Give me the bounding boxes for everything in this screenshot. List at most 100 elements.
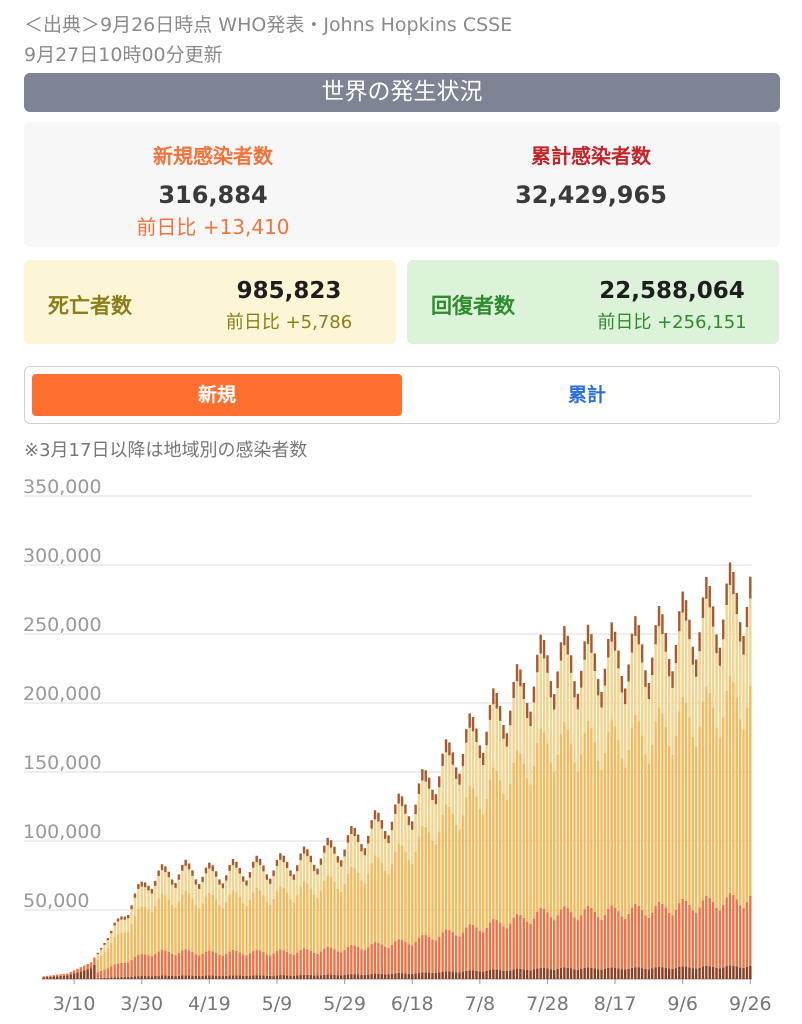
- bar-segment: [563, 626, 566, 646]
- bar-segment: [103, 977, 106, 979]
- bar-segment: [431, 972, 434, 979]
- bar-segment: [164, 895, 167, 951]
- bar-segment: [542, 732, 546, 909]
- bar-segment: [99, 978, 103, 979]
- bar-segment: [302, 974, 306, 979]
- bar-segment: [488, 970, 492, 979]
- bar-segment: [613, 967, 617, 979]
- bar-segment: [302, 853, 306, 882]
- bar-segment: [728, 562, 732, 586]
- bar-segment: [583, 733, 586, 910]
- bar-segment: [732, 894, 735, 966]
- bar-segment: [495, 969, 498, 979]
- bar-segment: [454, 778, 458, 825]
- bar-segment: [93, 957, 96, 965]
- bar-segment: [411, 863, 414, 946]
- bar-segment: [387, 835, 390, 844]
- bar-segment: [285, 951, 289, 976]
- bar-segment: [204, 896, 208, 952]
- tab-new[interactable]: 新規: [32, 374, 402, 416]
- bar-segment: [634, 967, 637, 979]
- bar-segment: [241, 903, 245, 955]
- bar-segment: [434, 794, 438, 805]
- bar-segment: [187, 893, 191, 951]
- bar-segment: [624, 969, 627, 979]
- bar-segment: [536, 672, 539, 743]
- bar-segment: [218, 879, 221, 885]
- bar-segment: [316, 953, 319, 976]
- bar-segment: [667, 968, 671, 979]
- bar-segment: [397, 843, 400, 940]
- bar-segment: [651, 657, 654, 676]
- bar-segment: [586, 905, 590, 968]
- bar-segment: [603, 753, 607, 915]
- bar-segment: [221, 908, 225, 956]
- bar-segment: [492, 918, 495, 970]
- bar-segment: [113, 925, 116, 937]
- bar-segment: [316, 975, 319, 979]
- bar-segment: [238, 952, 241, 976]
- bar-segment: [59, 975, 62, 979]
- bar-segment: [150, 976, 154, 979]
- bar-segment: [454, 935, 458, 973]
- summary-panel: 新規感染者数 316,884 前日比 +13,410 累計感染者数 32,429…: [24, 122, 780, 247]
- bar-segment: [198, 884, 201, 889]
- bar-segment: [269, 904, 272, 956]
- bar-segment: [742, 636, 745, 655]
- bar-segment: [640, 662, 644, 736]
- bar-segment: [394, 973, 397, 979]
- bar-segment: [147, 909, 150, 956]
- x-tick-label: 5/29: [323, 993, 366, 1015]
- bar-segment: [346, 842, 350, 874]
- bar-segment: [732, 965, 735, 979]
- y-tick-label: 350,000: [23, 476, 102, 498]
- bar-segment: [329, 847, 333, 878]
- bar-segment: [123, 977, 127, 979]
- bar-segment: [553, 969, 556, 979]
- bar-segment: [289, 953, 292, 976]
- bar-segment: [498, 970, 502, 979]
- bar-segment: [461, 971, 465, 979]
- y-tick-label: 200,000: [23, 683, 102, 705]
- bar-segment: [695, 659, 698, 677]
- bar-segment: [603, 685, 607, 754]
- bar-segment: [360, 844, 363, 852]
- bar-segment: [657, 707, 661, 902]
- bar-segment: [292, 879, 296, 902]
- bar-segment: [231, 858, 235, 866]
- bar-segment: [394, 941, 397, 974]
- bar-segment: [586, 721, 590, 906]
- bar-segment: [272, 975, 275, 979]
- bar-segment: [711, 606, 715, 627]
- tab-cumulative[interactable]: 累計: [402, 374, 772, 416]
- bar-segment: [211, 894, 214, 952]
- bar-segment: [634, 635, 637, 715]
- bar-segment: [194, 884, 198, 906]
- bar-segment: [96, 972, 99, 979]
- new-cases-chart: 50,000 100,000 150,000 200,000 250,000 300,00…: [23, 476, 772, 1015]
- bar-segment: [438, 936, 441, 973]
- bar-segment: [492, 704, 495, 768]
- bar-segment: [607, 639, 610, 658]
- bar-segment: [350, 834, 353, 867]
- bar-segment: [99, 970, 103, 979]
- bar-segment: [72, 973, 76, 979]
- bar-segment: [309, 975, 312, 979]
- bar-segment: [231, 949, 235, 976]
- bar-segment: [191, 875, 194, 899]
- bar-segment: [157, 876, 160, 899]
- bar-segment: [725, 966, 728, 979]
- bar-segment: [289, 898, 292, 954]
- bar-segment: [110, 930, 113, 934]
- bar-segment: [292, 874, 296, 880]
- bar-segment: [651, 675, 654, 745]
- bar-segment: [130, 960, 133, 977]
- bar-segment: [356, 834, 360, 843]
- bar-segment: [498, 780, 502, 923]
- bar-segment: [194, 954, 198, 976]
- bar-segment: [373, 810, 377, 820]
- bar-segment: [245, 906, 248, 956]
- bar-segment: [370, 973, 373, 979]
- bar-segment: [299, 886, 302, 951]
- bar-segment: [590, 634, 593, 653]
